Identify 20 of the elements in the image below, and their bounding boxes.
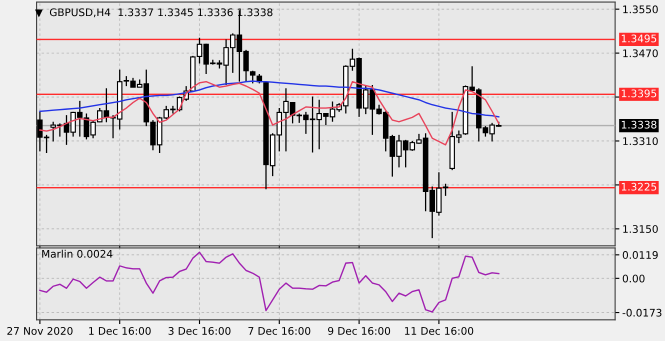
x-tick-label: 1 Dec 16:00 [89,326,151,335]
y-tick-label: 0.0119 [622,251,658,259]
candlestick [250,70,256,84]
ref-line-label: 1.3338 [622,120,656,129]
x-tick-label: 11 Dec 16:00 [405,326,474,335]
y-tick-label: 1.3310 [623,137,658,146]
x-tick-label: 7 Dec 16:00 [248,326,310,335]
x-tick-label: 27 Nov 2020 [7,326,73,335]
y-tick-label: 0.00 [622,274,645,282]
line-series [39,252,500,313]
x-tick-label: 3 Dec 16:00 [168,326,231,335]
ref-line-label: 1.3395 [622,89,656,98]
y-tick-label: 1.3470 [623,49,658,58]
ref-line-label: 1.3495 [622,34,656,42]
chart-title: Marlin 0.0024 [42,250,112,258]
ref-line-label: 1.3225 [622,182,656,191]
y-tick-label: 1.3150 [623,225,658,233]
x-tick-label: 9 Dec 16:00 [328,326,390,335]
y-tick-label: 1.3550 [623,5,658,14]
y-tick-label: -0.0173 [622,308,662,317]
